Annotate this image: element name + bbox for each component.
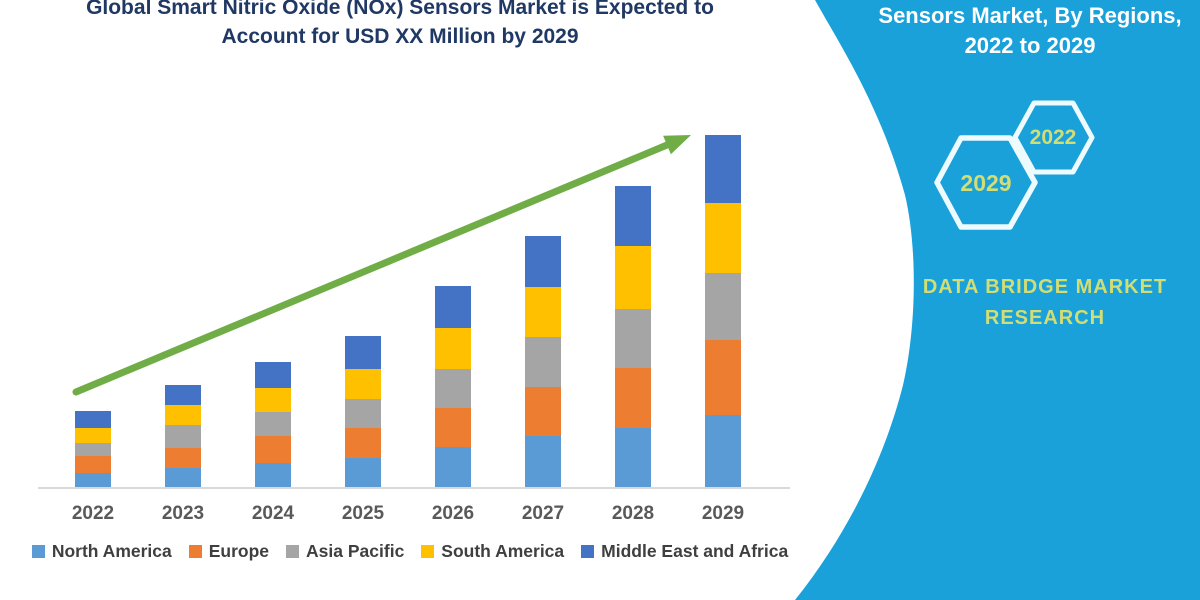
hexagon-year-small: 2022 bbox=[1029, 126, 1077, 149]
bar-segment-south-america-2026 bbox=[435, 328, 471, 369]
x-axis-labels: 2022 2023 2024 2025 2026 2027 2028 2029 bbox=[0, 503, 800, 527]
bar-segment-north-america-2027 bbox=[525, 436, 561, 488]
hexagon-2029-icon bbox=[934, 135, 1038, 230]
legend-swatch-middle-east-and-africa bbox=[581, 545, 595, 558]
bar-segment-asia-pacific-2026 bbox=[435, 369, 471, 408]
right-panel-background bbox=[795, 0, 1200, 600]
brand-name-line1: DATA BRIDGE MARKET bbox=[922, 276, 1168, 298]
bar-segment-europe-2024 bbox=[255, 436, 291, 463]
chart-title-line1: Global Smart Nitric Oxide (NOx) Sensors … bbox=[86, 0, 714, 19]
legend-item-north-america: North America bbox=[31, 541, 172, 562]
bar-segment-north-america-2025 bbox=[345, 458, 381, 488]
stacked-bar-2027 bbox=[525, 236, 561, 488]
x-axis-label-2029: 2029 bbox=[701, 503, 745, 524]
bar-segment-middle-east-and-africa-2022 bbox=[75, 411, 111, 428]
stacked-bar-2022 bbox=[75, 411, 111, 488]
bar-segment-middle-east-and-africa-2027 bbox=[525, 236, 561, 287]
legend-swatch-south-america bbox=[421, 545, 435, 558]
bar-segment-north-america-2028 bbox=[615, 428, 651, 488]
bar-segment-middle-east-and-africa-2026 bbox=[435, 286, 471, 328]
x-axis-label-2023: 2023 bbox=[161, 503, 205, 524]
legend-item-middle-east-and-africa: Middle East and Africa bbox=[581, 541, 788, 562]
x-axis-label-2024: 2024 bbox=[251, 503, 295, 524]
panel-heading-line2: 2022 to 2029 bbox=[964, 33, 1096, 58]
bar-segment-south-america-2024 bbox=[255, 388, 291, 412]
bar-segment-middle-east-and-africa-2024 bbox=[255, 362, 291, 388]
blue-swoosh-shape bbox=[795, 0, 1200, 600]
legend-label-south-america: South America bbox=[441, 541, 565, 561]
x-axis-label-2025: 2025 bbox=[341, 503, 385, 524]
panel-heading: Sensors Market, By Regions, 2022 to 2029 bbox=[860, 1, 1200, 61]
legend-swatch-europe bbox=[188, 545, 202, 558]
panel-heading-line1: Sensors Market, By Regions, bbox=[878, 3, 1182, 28]
bar-segment-middle-east-and-africa-2028 bbox=[615, 186, 651, 246]
bar-segment-south-america-2027 bbox=[525, 287, 561, 337]
bar-segment-north-america-2024 bbox=[255, 463, 291, 488]
bar-segment-europe-2029 bbox=[705, 340, 741, 415]
chart-title: Global Smart Nitric Oxide (NOx) Sensors … bbox=[40, 0, 760, 51]
bar-segment-europe-2022 bbox=[75, 456, 111, 473]
legend-swatch-asia-pacific bbox=[286, 545, 300, 558]
bar-segment-europe-2023 bbox=[165, 448, 201, 468]
bar-segment-asia-pacific-2024 bbox=[255, 412, 291, 436]
stacked-bar-2023 bbox=[165, 385, 201, 488]
bar-segment-europe-2028 bbox=[615, 368, 651, 428]
bar-segment-asia-pacific-2025 bbox=[345, 399, 381, 428]
stacked-bar-2029 bbox=[705, 135, 741, 488]
bar-segment-south-america-2023 bbox=[165, 405, 201, 425]
legend-item-south-america: South America bbox=[421, 541, 564, 562]
bar-segment-south-america-2028 bbox=[615, 246, 651, 309]
bar-segment-north-america-2029 bbox=[705, 415, 741, 488]
legend-swatch-north-america bbox=[31, 545, 45, 558]
bar-segment-europe-2026 bbox=[435, 408, 471, 447]
bar-segment-north-america-2022 bbox=[75, 473, 111, 488]
stacked-bar-2024 bbox=[255, 362, 291, 488]
chart-legend: North America Europe Asia Pacific South Ame… bbox=[31, 541, 788, 562]
bar-segment-asia-pacific-2029 bbox=[705, 273, 741, 340]
x-axis-label-2022: 2022 bbox=[71, 503, 115, 524]
legend-label-north-america: North America bbox=[51, 541, 172, 561]
legend-item-europe: Europe bbox=[188, 541, 270, 562]
bar-segment-europe-2027 bbox=[525, 387, 561, 436]
bar-segment-middle-east-and-africa-2029 bbox=[705, 135, 741, 203]
legend-label-middle-east-and-africa: Middle East and Africa bbox=[601, 541, 789, 561]
legend-label-europe: Europe bbox=[208, 541, 270, 561]
bar-segment-asia-pacific-2028 bbox=[615, 309, 651, 368]
bar-segment-asia-pacific-2022 bbox=[75, 443, 111, 456]
bar-segment-asia-pacific-2027 bbox=[525, 337, 561, 387]
bar-segment-middle-east-and-africa-2025 bbox=[345, 336, 381, 369]
bar-segment-middle-east-and-africa-2023 bbox=[165, 385, 201, 405]
x-axis-label-2028: 2028 bbox=[611, 503, 655, 524]
legend-label-asia-pacific: Asia Pacific bbox=[306, 541, 405, 561]
brand-name: DATA BRIDGE MARKET RESEARCH bbox=[880, 272, 1200, 334]
stacked-bar-2025 bbox=[345, 336, 381, 488]
brand-name-line2: RESEARCH bbox=[984, 307, 1106, 329]
x-axis-label-2026: 2026 bbox=[431, 503, 475, 524]
bar-segment-south-america-2029 bbox=[705, 203, 741, 273]
chart-title-line2: Account for USD XX Million by 2029 bbox=[221, 25, 579, 48]
bar-segment-south-america-2025 bbox=[345, 369, 381, 399]
stacked-bar-2026 bbox=[435, 286, 471, 488]
bar-segment-asia-pacific-2023 bbox=[165, 425, 201, 448]
bar-segment-north-america-2026 bbox=[435, 447, 471, 488]
x-axis-label-2027: 2027 bbox=[521, 503, 565, 524]
legend-item-asia-pacific: Asia Pacific bbox=[286, 541, 404, 562]
bar-segment-south-america-2022 bbox=[75, 428, 111, 443]
stacked-bar-2028 bbox=[615, 186, 651, 488]
bar-segment-europe-2025 bbox=[345, 428, 381, 458]
x-axis-line bbox=[38, 487, 790, 489]
bar-segment-north-america-2023 bbox=[165, 468, 201, 488]
hexagon-year-large: 2029 bbox=[960, 170, 1012, 196]
hexagon-2022-icon bbox=[1012, 100, 1095, 175]
